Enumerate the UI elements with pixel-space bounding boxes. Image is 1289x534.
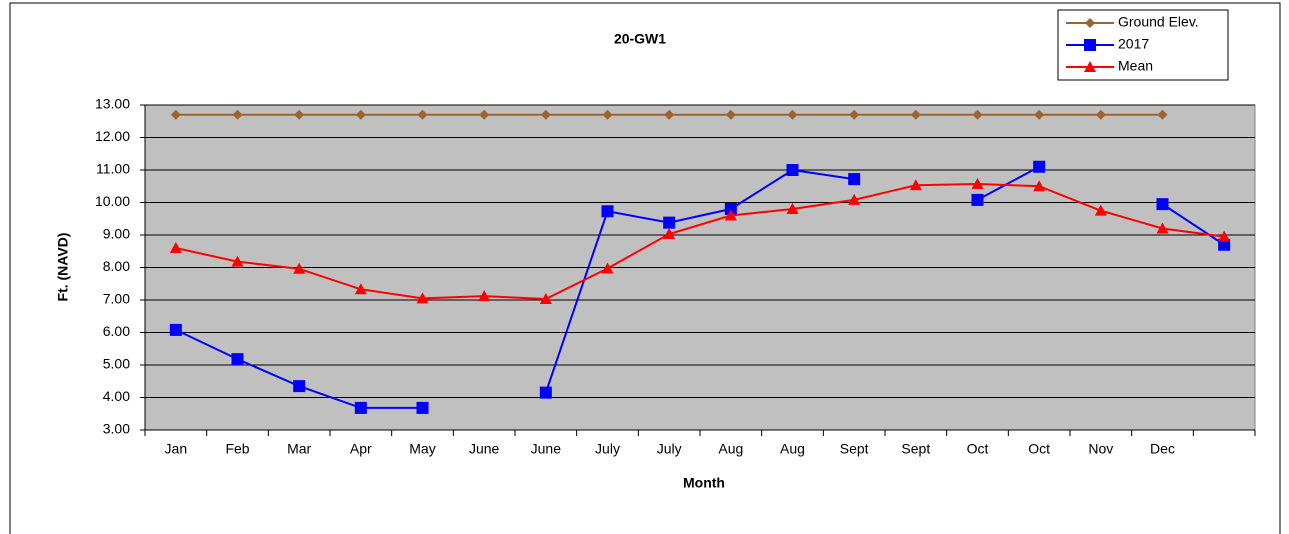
legend-label: Ground Elev. xyxy=(1118,14,1199,30)
marker xyxy=(910,109,921,120)
x-tick-label: June xyxy=(469,441,500,457)
series-line xyxy=(175,182,1225,301)
marker xyxy=(354,283,367,295)
y-tick-label: 10.00 xyxy=(95,193,130,209)
marker xyxy=(1084,39,1096,51)
x-tick-label: Apr xyxy=(350,441,372,457)
marker xyxy=(232,109,243,120)
marker xyxy=(1156,222,1169,234)
y-tick-label: 11.00 xyxy=(96,161,130,177)
y-tick-label: 7.00 xyxy=(103,291,130,307)
y-tick-label: 8.00 xyxy=(103,258,130,274)
x-tick-label: Jan xyxy=(165,441,188,457)
marker xyxy=(1157,109,1168,120)
marker xyxy=(786,203,799,214)
y-tick-label: 9.00 xyxy=(103,226,130,242)
x-tick-label: Sept xyxy=(840,441,869,457)
marker xyxy=(786,164,799,176)
x-tick-label: July xyxy=(595,441,620,457)
marker xyxy=(540,109,551,120)
marker xyxy=(663,228,676,240)
marker xyxy=(417,109,428,120)
y-tick-label: 6.00 xyxy=(103,323,130,339)
x-axis-label: Month xyxy=(683,475,725,491)
marker xyxy=(663,216,676,229)
marker xyxy=(1218,238,1231,251)
y-tick-label: 13.00 xyxy=(95,96,130,112)
marker xyxy=(848,193,861,205)
marker xyxy=(971,177,984,189)
marker xyxy=(848,173,861,186)
x-tick-label: Sept xyxy=(901,441,930,457)
x-tick-label: Mar xyxy=(287,441,311,457)
x-tick-label: July xyxy=(657,441,682,457)
x-tick-label: May xyxy=(409,441,435,457)
x-tick-label: June xyxy=(531,441,562,457)
x-tick-label: Oct xyxy=(1028,441,1050,457)
marker xyxy=(478,290,491,302)
x-tick-label: Oct xyxy=(967,441,989,457)
marker xyxy=(231,255,244,267)
x-tick-label: Aug xyxy=(780,441,805,457)
marker xyxy=(601,205,614,218)
marker xyxy=(539,293,552,305)
marker xyxy=(909,179,922,191)
marker xyxy=(972,109,983,120)
marker xyxy=(170,109,181,120)
legend-label: Mean xyxy=(1118,58,1153,74)
marker xyxy=(293,262,306,274)
marker xyxy=(231,353,244,366)
marker xyxy=(1085,18,1095,28)
marker xyxy=(1094,204,1107,216)
x-tick-label: Feb xyxy=(225,441,249,457)
marker xyxy=(416,292,429,304)
marker xyxy=(293,380,306,393)
legend-label: 2017 xyxy=(1118,36,1149,52)
y-tick-label: 3.00 xyxy=(103,421,130,437)
marker xyxy=(294,109,305,120)
marker xyxy=(1034,109,1045,120)
marker xyxy=(1084,61,1096,72)
marker xyxy=(479,109,490,120)
marker xyxy=(724,209,737,221)
marker xyxy=(724,203,737,215)
marker xyxy=(539,386,552,399)
y-tick-label: 4.00 xyxy=(103,388,130,404)
marker xyxy=(601,262,614,274)
chart-title: 20-GW1 xyxy=(614,31,666,47)
y-tick-label: 5.00 xyxy=(103,356,130,372)
marker xyxy=(725,109,736,120)
marker xyxy=(1218,230,1231,242)
marker xyxy=(354,401,367,414)
marker xyxy=(787,109,798,120)
y-tick-label: 12.00 xyxy=(95,128,130,144)
marker xyxy=(169,323,182,336)
marker xyxy=(602,109,613,120)
marker xyxy=(1033,160,1046,173)
x-tick-label: Nov xyxy=(1088,441,1113,457)
marker xyxy=(355,109,366,120)
marker xyxy=(664,109,675,120)
x-tick-label: Aug xyxy=(718,441,743,457)
marker xyxy=(1095,109,1106,120)
y-axis-label: Ft. (NAVD) xyxy=(55,233,71,302)
x-tick-label: Dec xyxy=(1150,441,1175,457)
marker xyxy=(1156,198,1169,211)
marker xyxy=(169,242,182,253)
marker xyxy=(971,193,984,206)
marker xyxy=(1033,180,1046,192)
marker xyxy=(849,109,860,120)
marker xyxy=(416,401,429,414)
